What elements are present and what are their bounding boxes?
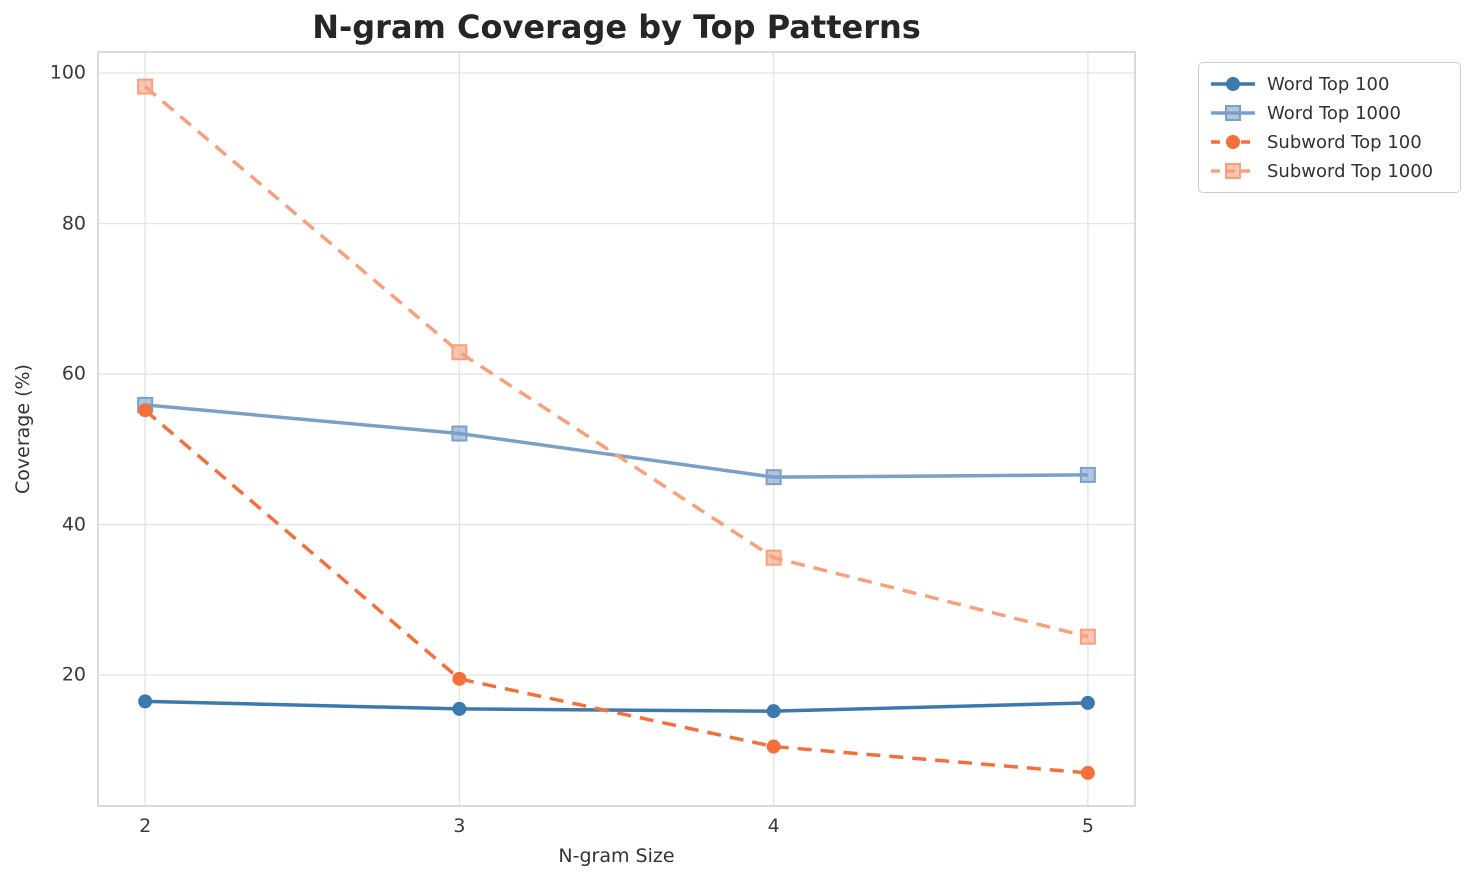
legend-item-subword-top-1000: Subword Top 1000 [1210,160,1448,182]
y-tick-label: 40 [61,513,86,536]
y-tick-label: 60 [61,362,86,385]
legend-sample-marker [1225,105,1241,121]
data-point-subword-top-100 [452,671,467,686]
series-line-word-top-1000 [144,403,1088,479]
data-point-subword-top-100 [766,739,781,754]
legend: Word Top 100 Word Top 1000 Subword Top 1… [1198,62,1461,193]
x-tick-label: 2 [139,815,152,837]
data-point-subword-top-1000 [765,549,782,566]
data-point-subword-top-1000 [451,344,468,361]
y-tick-label: 80 [61,212,86,235]
legend-label: Word Top 1000 [1267,102,1401,124]
legend-sample-word-top-100 [1211,77,1255,91]
data-point-subword-top-1000 [137,78,154,95]
series-line-word-top-100 [145,699,1088,713]
legend-label: Word Top 100 [1267,73,1390,95]
data-point-subword-top-1000 [1079,628,1096,645]
data-point-subword-top-100 [138,403,153,418]
series-line-subword-top-100 [143,408,1089,775]
legend-item-subword-top-100: Subword Top 100 [1210,131,1448,153]
data-point-word-top-100 [766,704,781,719]
legend-item-word-top-1000: Word Top 1000 [1210,102,1448,124]
legend-sample-subword-top-100 [1211,135,1255,149]
x-tick-label: 5 [1081,815,1094,837]
x-tick-label: 4 [767,815,780,837]
legend-label: Subword Top 100 [1267,131,1422,153]
x-tick-label: 3 [453,815,466,837]
plot-border [97,51,1136,807]
series-line-subword-top-1000 [144,85,1089,639]
data-point-word-top-1000 [1079,466,1096,483]
legend-sample-marker [1226,77,1240,91]
legend-label: Subword Top 1000 [1267,160,1434,182]
legend-sample-marker [1225,163,1241,179]
data-point-word-top-1000 [451,425,468,442]
legend-sample-word-top-1000 [1211,105,1255,121]
data-point-word-top-100 [138,694,153,709]
data-point-word-top-100 [452,701,467,716]
legend-item-word-top-100: Word Top 100 [1210,73,1448,95]
legend-sample-marker [1226,135,1240,149]
y-tick-label: 100 [49,61,86,84]
legend-sample-subword-top-1000 [1211,163,1255,179]
data-point-word-top-1000 [765,469,782,486]
data-point-subword-top-100 [1080,765,1095,780]
y-tick-label: 20 [61,663,86,686]
data-point-word-top-100 [1080,695,1095,710]
x-axis-label: N-gram Size [558,845,675,867]
chart-title: N-gram Coverage by Top Patterns [312,8,921,46]
